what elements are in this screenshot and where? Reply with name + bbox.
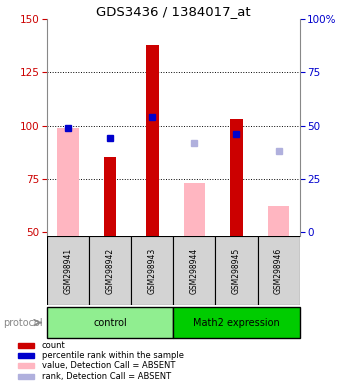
Bar	[146, 45, 158, 236]
Bar	[18, 363, 34, 367]
Bar	[18, 343, 34, 348]
Text: percentile rank within the sample: percentile rank within the sample	[42, 351, 183, 360]
Bar	[57, 128, 78, 236]
Text: GSM298945: GSM298945	[232, 248, 241, 294]
Text: count: count	[42, 341, 65, 350]
Text: GSM298941: GSM298941	[64, 248, 73, 294]
Bar	[18, 374, 34, 379]
Text: Math2 expression: Math2 expression	[193, 318, 280, 328]
Text: GSM298942: GSM298942	[106, 248, 114, 294]
Text: GSM298946: GSM298946	[274, 248, 283, 294]
Bar	[257, 236, 300, 305]
Bar	[216, 236, 257, 305]
Text: GSM298944: GSM298944	[190, 248, 199, 294]
Bar	[173, 307, 300, 338]
Bar	[104, 157, 116, 236]
Title: GDS3436 / 1384017_at: GDS3436 / 1384017_at	[96, 5, 251, 18]
Bar	[89, 236, 131, 305]
Bar	[47, 307, 173, 338]
Bar	[131, 236, 173, 305]
Text: control: control	[93, 318, 127, 328]
Bar	[47, 236, 89, 305]
Bar	[184, 183, 205, 236]
Text: protocol: protocol	[4, 318, 43, 328]
Text: rank, Detection Call = ABSENT: rank, Detection Call = ABSENT	[42, 372, 171, 381]
Bar	[268, 206, 289, 236]
Bar	[18, 353, 34, 358]
Bar	[173, 236, 216, 305]
Text: GSM298943: GSM298943	[148, 248, 157, 294]
Text: value, Detection Call = ABSENT: value, Detection Call = ABSENT	[42, 361, 175, 370]
Bar	[230, 119, 243, 236]
